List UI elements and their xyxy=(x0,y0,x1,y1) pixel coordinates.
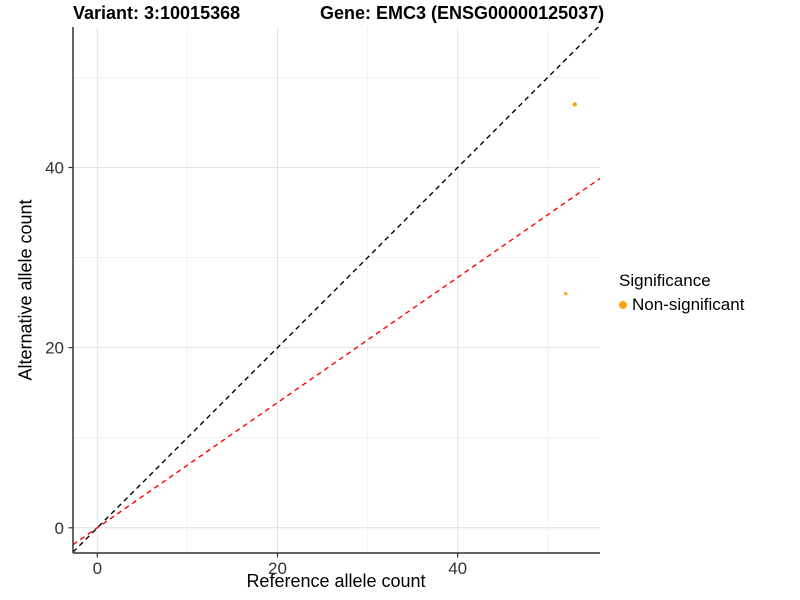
gene-title: Gene: EMC3 (ENSG00000125037) xyxy=(320,3,605,23)
legend-item-label: Non-significant xyxy=(632,295,745,314)
x-tick-label: 0 xyxy=(93,559,102,578)
data-point xyxy=(572,102,577,107)
legend: Significance Non-significant xyxy=(619,271,744,315)
variant-title: Variant: 3:10015368 xyxy=(73,3,241,23)
data-point xyxy=(564,292,568,296)
identity-line xyxy=(73,27,600,553)
legend-title: Significance xyxy=(619,271,711,290)
y-tick-label: 20 xyxy=(45,339,64,358)
x-tick-label: 20 xyxy=(268,559,287,578)
y-tick-label: 0 xyxy=(55,519,64,538)
x-tick-label: 40 xyxy=(448,559,467,578)
y-tick-label: 40 xyxy=(45,159,64,178)
x-axis-title: Reference allele count xyxy=(246,571,426,591)
legend-point-icon xyxy=(619,301,627,309)
allelic-ratio-line xyxy=(73,177,600,546)
legend-item: Non-significant xyxy=(619,295,744,315)
